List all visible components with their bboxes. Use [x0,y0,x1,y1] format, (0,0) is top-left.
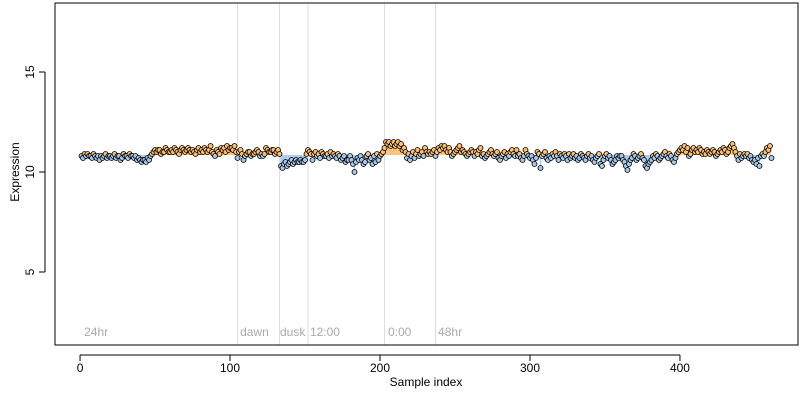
annotation: dusk [280,325,306,339]
point [624,167,631,173]
point [302,157,308,163]
y-tick-label: 10 [23,165,37,179]
point [531,161,538,167]
annotation: 48hr [438,325,462,339]
point [365,151,371,157]
point [756,163,763,169]
point [231,143,238,149]
x-tick-label: 200 [370,361,390,375]
point [341,153,347,159]
annotation: 0:00 [388,325,412,339]
x-tick-label: 300 [520,361,540,375]
x-axis-label: Sample index [390,375,463,389]
point [398,141,404,147]
point [767,143,773,149]
point [542,149,548,155]
point [351,169,358,175]
annotation: 24hr [84,325,108,339]
point [309,157,316,163]
point [456,143,463,149]
point [381,145,388,151]
point [768,155,775,161]
point [537,165,544,171]
plot-frame [54,2,799,346]
point [234,155,241,161]
x-tick-label: 400 [670,361,690,375]
point [494,149,500,155]
x-tick-label: 0 [77,361,84,375]
point [216,151,223,157]
annotation: 12:00 [310,325,340,339]
y-tick-label: 5 [23,268,37,275]
x-tick-label: 100 [220,361,240,375]
y-axis-label: Expression [8,142,22,201]
annotation: dawn [240,325,269,339]
point [513,147,520,153]
point [596,151,602,157]
point [477,145,484,151]
point [276,151,283,157]
y-tick-label: 15 [23,65,37,79]
point [599,163,605,169]
point [641,157,647,163]
point [207,143,214,149]
point [533,155,539,161]
